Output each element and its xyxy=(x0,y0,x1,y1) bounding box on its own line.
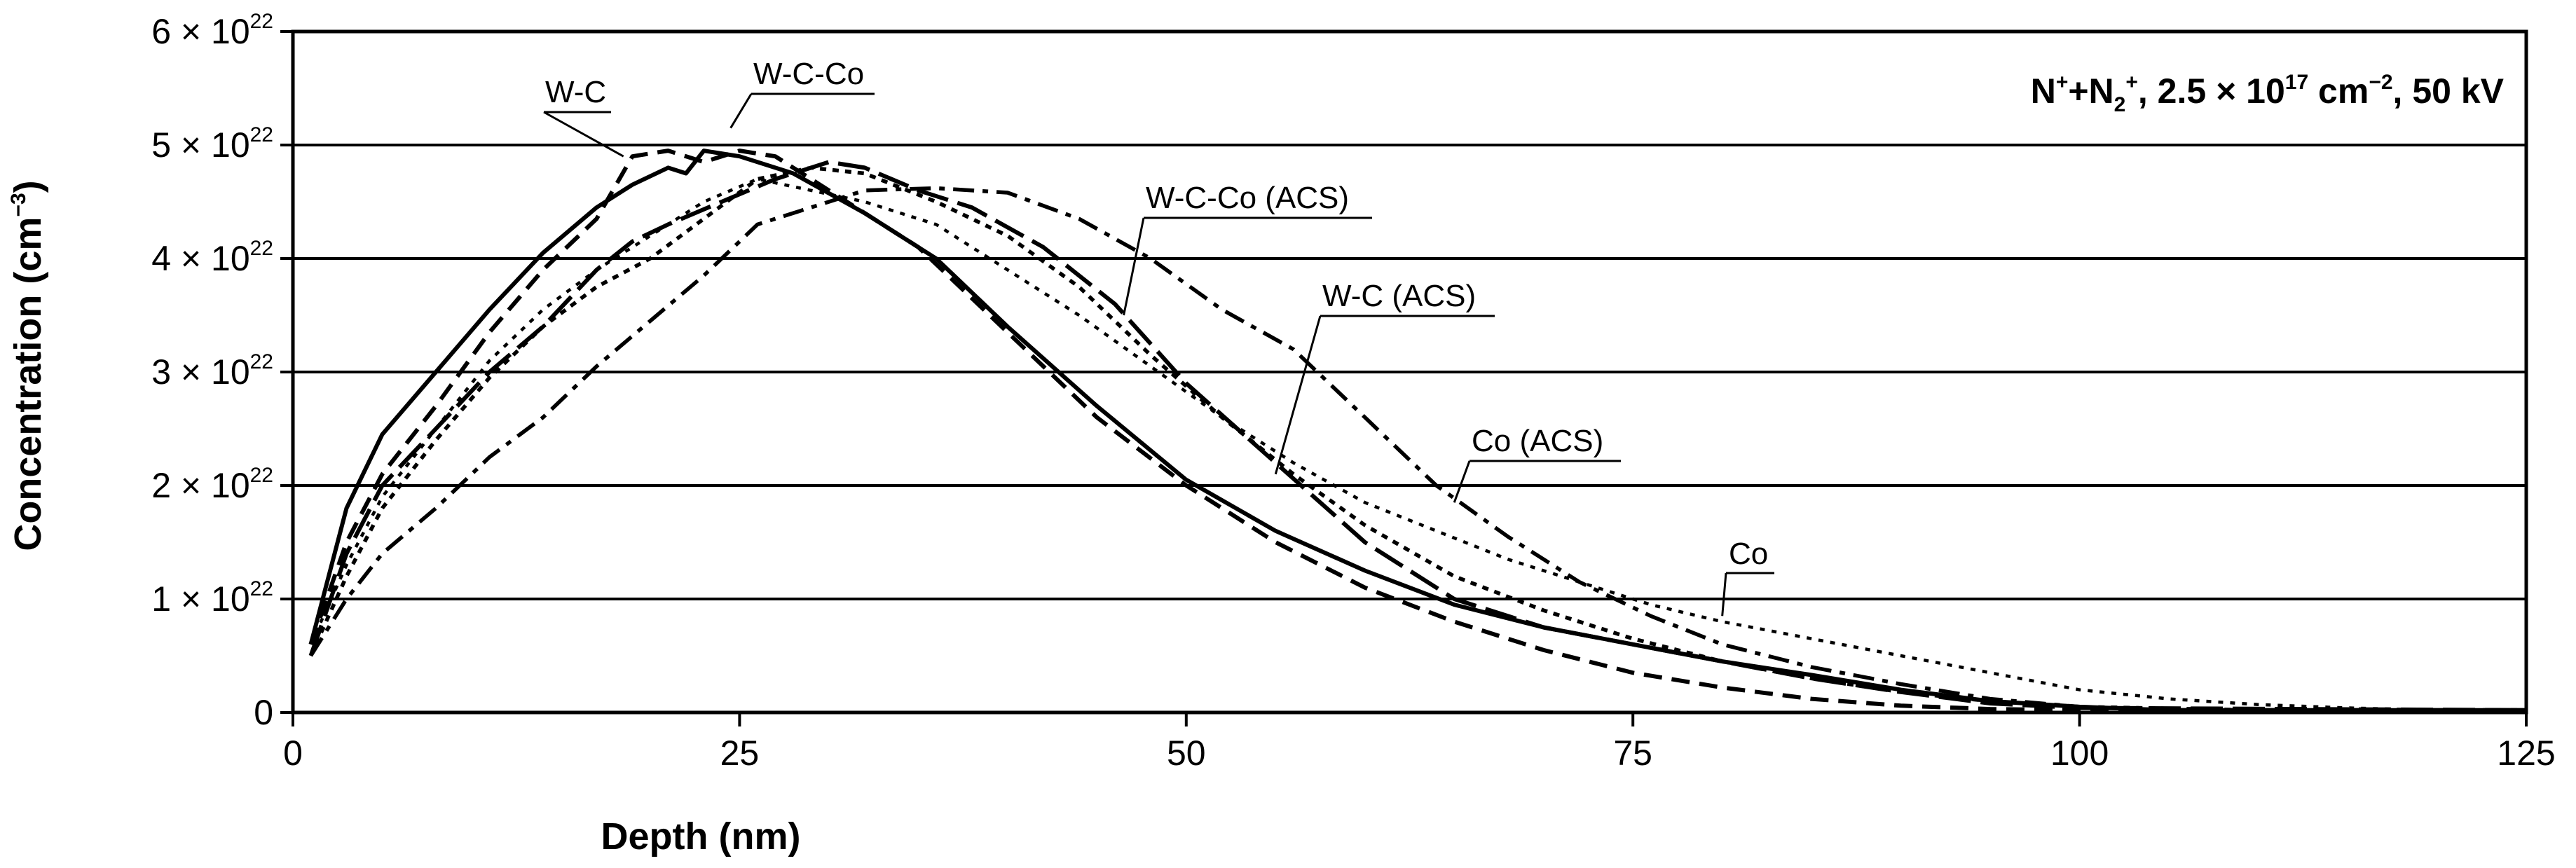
condition-label: N++N2+, 2.5 × 1017 cm−2, 50 kV xyxy=(2031,71,2505,116)
y-tick-label: 6 × 1022 xyxy=(151,10,273,51)
series-line-w-c xyxy=(308,149,2526,712)
annotation-leader xyxy=(729,93,753,129)
annotation-leader xyxy=(1721,572,1727,616)
y-axis-ticks: 0 1 × 1022 2 × 1022 3 × 1022 4 × 1022 5 × 102… xyxy=(151,10,293,732)
series-line-w-c-co-acs xyxy=(308,160,2527,712)
y-tick-label: 5 × 1022 xyxy=(151,123,273,165)
series-line-co xyxy=(309,177,2526,712)
y-tick-label: 3 × 1022 xyxy=(151,350,273,392)
annotation-label-co: Co xyxy=(1729,537,1768,571)
annotation-leaders xyxy=(543,92,1774,616)
series-line-w-c-acs xyxy=(308,165,2526,712)
annotation-label-w-c-acs: W-C (ACS) xyxy=(1322,279,1476,313)
y-tick-label: 4 × 1022 xyxy=(151,237,273,278)
annotation-leader xyxy=(1123,217,1145,316)
x-axis-ticks: 0 25 50 75 100 125 xyxy=(283,712,2556,773)
series-line-w-c-co xyxy=(308,149,2526,712)
x-tick-label: 25 xyxy=(720,733,760,773)
series-line-co-acs xyxy=(309,186,2526,712)
annotation-label-co-acs: Co (ACS) xyxy=(1472,424,1603,458)
annotation-leader xyxy=(1453,460,1471,503)
annotation-label-w-c-co: W-C-Co xyxy=(753,57,864,91)
y-tick-label: 1 × 1022 xyxy=(151,577,273,619)
x-tick-label: 0 xyxy=(283,733,303,773)
x-tick-label: 100 xyxy=(2050,733,2109,773)
x-tick-label: 125 xyxy=(2497,733,2555,773)
annotation-label-w-c-co-acs: W-C-Co (ACS) xyxy=(1146,181,1349,215)
gridlines xyxy=(293,144,2526,600)
series-lines xyxy=(308,149,2527,712)
y-tick-label: 0 xyxy=(254,693,273,732)
x-tick-label: 50 xyxy=(1167,733,1206,773)
x-tick-label: 75 xyxy=(1613,733,1652,773)
annotation-label-w-c: W-C xyxy=(545,75,606,109)
y-axis-title: Concentration (cm−3) xyxy=(7,180,49,551)
annotation-leader xyxy=(1274,315,1322,475)
x-axis-title: Depth (nm) xyxy=(601,815,801,857)
y-tick-label: 2 × 1022 xyxy=(151,464,273,505)
annotation-leader xyxy=(543,111,624,158)
